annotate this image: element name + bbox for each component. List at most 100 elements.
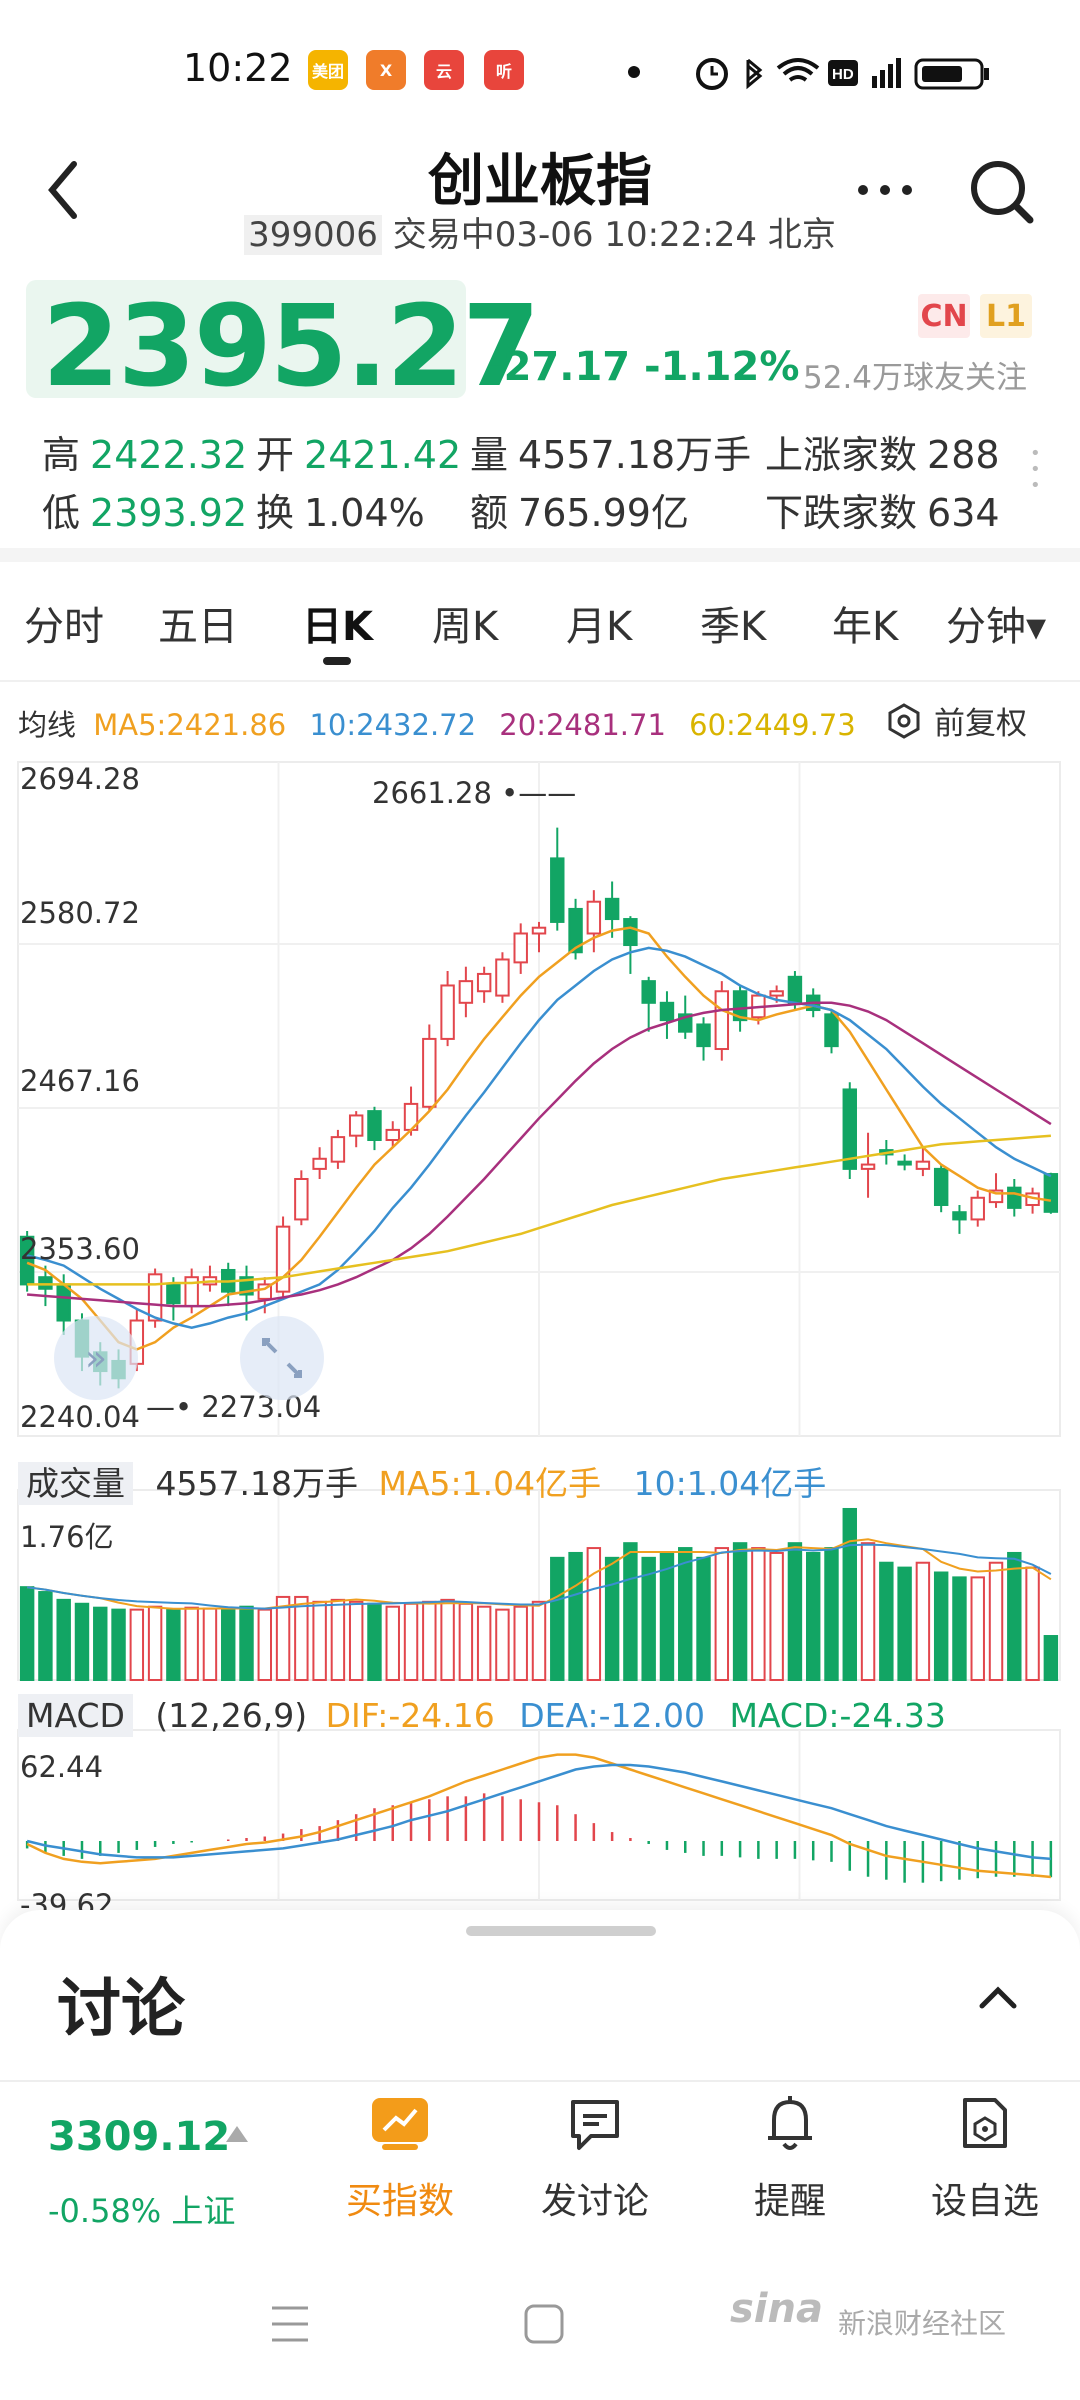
- candle-body: [1007, 1186, 1022, 1209]
- candle: [367, 1106, 382, 1151]
- triangle-up-icon: [226, 2126, 248, 2142]
- volume-bar: [568, 1551, 583, 1681]
- volume-bar: [129, 1608, 145, 1681]
- tab-1[interactable]: 五日: [158, 604, 238, 650]
- volume-bar: [970, 1576, 985, 1681]
- volume-bar: [915, 1561, 931, 1682]
- tab-7[interactable]: 分钟▾: [946, 604, 1047, 650]
- expand-left-icon[interactable]: »: [54, 1316, 138, 1400]
- volume-bar: [805, 1551, 821, 1681]
- menu-icon[interactable]: [266, 2300, 314, 2348]
- stat-value: 2422.32: [90, 433, 248, 477]
- candle-body: [623, 918, 638, 947]
- candle-body: [988, 1189, 1004, 1204]
- candle-body: [476, 972, 492, 993]
- volume-bar: [294, 1595, 309, 1682]
- stat-6: 额 765.99亿: [470, 482, 689, 537]
- tab-6[interactable]: 年K: [832, 604, 899, 650]
- candle: [623, 916, 638, 974]
- status-time: 10:22: [183, 46, 293, 90]
- price-change: -27.17 -1.12%: [487, 344, 800, 390]
- volume-bar: [422, 1600, 437, 1681]
- volume-bar: [696, 1556, 711, 1681]
- candle: [696, 1017, 711, 1061]
- low-annotation: —• 2273.04: [146, 1390, 322, 1424]
- watermark: 新浪财经社区: [838, 2307, 1007, 2340]
- dea-line: [26, 1763, 1052, 1861]
- candle-body: [531, 926, 547, 935]
- tab-4[interactable]: 月K: [566, 604, 633, 650]
- candle: [221, 1262, 236, 1307]
- candle: [732, 985, 748, 1032]
- badge-cn: CN: [918, 294, 970, 338]
- battery-icon: [914, 58, 989, 90]
- tab-0[interactable]: 分时: [24, 604, 104, 650]
- stat-5: 换 1.04%: [256, 482, 425, 537]
- sh-change[interactable]: -0.58% 上证: [48, 2192, 236, 2230]
- volume-bar: [513, 1605, 528, 1681]
- candle-body: [586, 900, 602, 935]
- candle: [933, 1164, 949, 1213]
- discussion-title: 讨论: [57, 1973, 185, 2047]
- volume-bar: [458, 1602, 474, 1681]
- candle: [604, 881, 620, 938]
- volume-bar: [184, 1606, 199, 1682]
- tab-3[interactable]: 周K: [432, 604, 499, 650]
- fullscreen-icon[interactable]: [240, 1316, 324, 1400]
- page-title: 创业板指: [428, 149, 652, 214]
- volume-bar: [623, 1542, 638, 1681]
- candle-body: [604, 897, 620, 921]
- kline-chart[interactable]: [0, 750, 1080, 1910]
- volume-bar: [312, 1600, 327, 1681]
- tab-5[interactable]: 季K: [700, 604, 767, 650]
- home-icon[interactable]: [522, 2302, 566, 2346]
- candle-body: [147, 1273, 163, 1322]
- yunshanfu-icon: 云: [424, 50, 464, 90]
- candle-body: [166, 1283, 181, 1305]
- ma-legend: 均线 MA5:2421.86 10:2432.72 20:2481.71 60:…: [18, 702, 856, 744]
- back-icon[interactable]: [44, 158, 84, 222]
- more-icon[interactable]: [855, 180, 915, 200]
- search-icon[interactable]: [966, 156, 1036, 226]
- sheet-handle[interactable]: [466, 1926, 656, 1936]
- adjust-toggle[interactable]: 前复权: [884, 698, 1027, 743]
- volume-bar: [38, 1591, 53, 1682]
- volume-bar: [275, 1595, 291, 1682]
- candle-body: [732, 990, 748, 1022]
- section-gap: [0, 548, 1080, 562]
- candle: [348, 1111, 364, 1148]
- volume-bar: [1025, 1566, 1040, 1682]
- stat-value: 2393.92: [90, 491, 248, 535]
- stat-label: 开: [256, 433, 295, 477]
- volume-bar: [988, 1561, 1004, 1682]
- volume-ma5: MA5:1.04亿手: [378, 1464, 602, 1503]
- candle: [458, 966, 474, 1018]
- candle-body: [952, 1211, 967, 1221]
- chart-up-icon: [372, 2098, 428, 2150]
- high-annotation: 2661.28 •——: [372, 776, 577, 810]
- candle-body: [513, 932, 528, 964]
- sh-price[interactable]: 3309.12: [48, 2114, 231, 2160]
- chevron-up-icon[interactable]: [976, 1982, 1020, 2012]
- volume-bar: [330, 1598, 346, 1682]
- candle: [275, 1216, 291, 1299]
- stat-1: 开 2421.42: [256, 424, 461, 479]
- watchlist-icon: [963, 2098, 1007, 2148]
- index-code: 399006: [244, 215, 382, 255]
- candle: [166, 1277, 181, 1321]
- candle: [641, 976, 656, 1032]
- stat-value: 2421.42: [304, 433, 462, 477]
- more-stats-icon[interactable]: • • •: [1030, 443, 1041, 496]
- volume-bar: [367, 1602, 382, 1681]
- candle: [422, 1024, 437, 1112]
- candle: [659, 991, 675, 1039]
- candle: [842, 1082, 857, 1179]
- candle-body: [330, 1136, 346, 1163]
- candle: [531, 921, 547, 953]
- tab-2[interactable]: 日K: [302, 604, 373, 650]
- stat-value: 634: [927, 491, 1000, 535]
- ma-line-60: [27, 1134, 1051, 1286]
- candle: [495, 952, 510, 1003]
- volume-bar: [403, 1602, 419, 1681]
- candle: [184, 1268, 199, 1314]
